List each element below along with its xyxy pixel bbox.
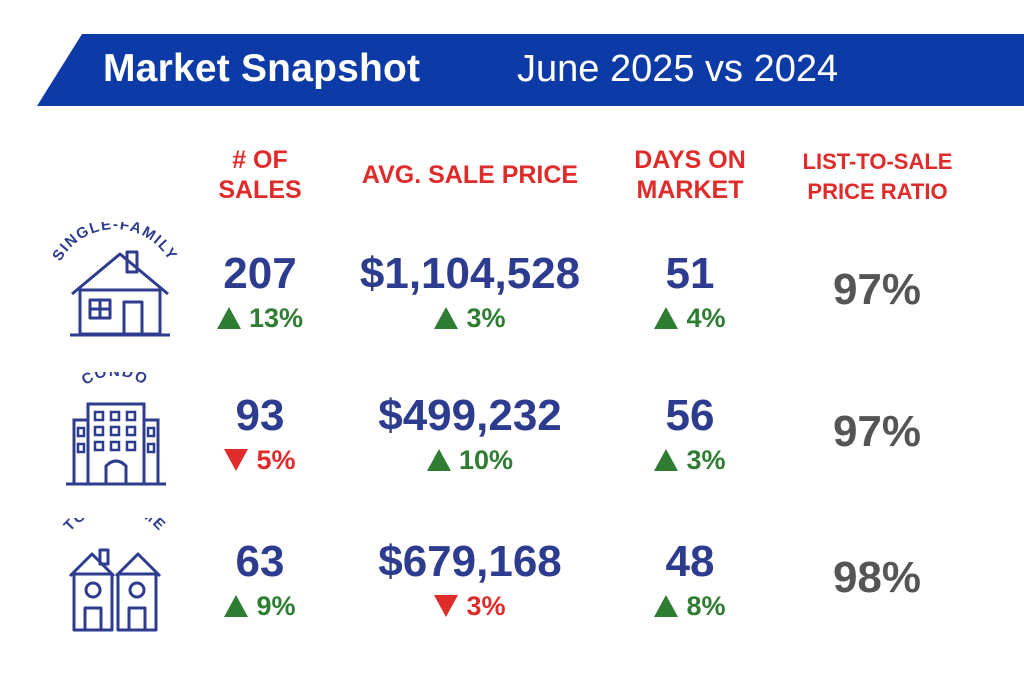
change-percent: 8% [686,591,726,621]
page-title: Market Snapshot [103,47,421,90]
change-percent: 5% [256,445,296,475]
ratio-value-single-family: 97% [832,265,922,314]
dom-change: 4% [654,302,726,334]
dom-value: 51 [665,249,715,298]
row-label-townhome: TOWNHOME [61,497,168,534]
price-cell-townhome: $679,168 3% [340,538,600,622]
column-header-sales-line2: SALES [218,176,302,204]
dom-change: 8% [654,590,726,622]
up-arrow-icon [426,449,451,471]
change-percent: 13% [248,303,304,333]
change-percent: 3% [466,591,506,621]
column-header-sales: # OF SALES [205,145,315,205]
change-percent: 3% [466,303,506,333]
column-header-ratio-line1: LIST-TO-SALE [802,149,953,174]
sales-change: 9% [224,590,296,622]
price-change: 3% [434,302,506,334]
townhome-icon: TOWNHOME [40,497,190,643]
change-percent: 9% [256,591,296,621]
ratio-value-townhome: 98% [832,553,922,602]
sales-value: 93 [235,391,285,440]
price-value: $1,104,528 [359,249,581,298]
sales-cell-single-family: 207 13% [195,250,325,334]
sales-cell-townhome: 63 9% [195,538,325,622]
price-cell-condo: $499,232 10% [340,392,600,476]
column-header-sales-line1: # OF [232,146,288,174]
dom-change: 3% [654,444,726,476]
dom-value: 56 [665,391,715,440]
sales-change: 13% [216,302,304,334]
column-header-dom-line1: DAYS ON [634,146,746,174]
row-label-condo: CONDO [79,363,150,389]
column-header-ratio-line2: PRICE RATIO [807,179,948,204]
column-header-list-to-sale: LIST-TO-SALE PRICE RATIO [775,147,980,207]
condo-building-icon: CONDO [40,363,190,497]
price-change: 10% [426,444,514,476]
sales-change: 5% [224,444,296,476]
up-arrow-icon [654,595,679,617]
up-arrow-icon [654,307,679,329]
price-cell-single-family: $1,104,528 3% [340,250,600,334]
column-header-price: AVG. SALE PRICE [361,161,579,189]
down-arrow-icon [434,595,459,617]
sales-value: 207 [223,249,297,298]
column-header-dom-line2: MARKET [636,176,744,204]
dom-cell-condo: 56 3% [620,392,760,476]
up-arrow-icon [434,307,459,329]
sales-cell-condo: 93 5% [195,392,325,476]
page-subtitle: June 2025 vs 2024 [517,48,839,90]
up-arrow-icon [224,595,249,617]
header-banner: Market Snapshot June 2025 vs 2024 [0,0,1024,110]
house-icon: SINGLE-FAMILY [40,216,190,352]
svg-text:TOWNHOME: TOWNHOME [61,518,170,535]
ratio-value-condo: 97% [832,407,922,456]
price-value: $499,232 [378,391,562,440]
sales-value: 63 [235,537,285,586]
change-percent: 3% [686,445,726,475]
dom-cell-townhome: 48 8% [620,538,760,622]
dom-value: 48 [665,537,715,586]
price-change: 3% [434,590,506,622]
column-header-days-on-market: DAYS ON MARKET [610,145,770,205]
up-arrow-icon [216,307,241,329]
banner-shape [37,34,1024,106]
change-percent: 10% [458,445,514,475]
down-arrow-icon [224,449,249,471]
dom-cell-single-family: 51 4% [620,250,760,334]
svg-text:CONDO: CONDO [79,372,151,389]
price-value: $679,168 [378,537,562,586]
up-arrow-icon [654,449,679,471]
change-percent: 4% [686,303,726,333]
